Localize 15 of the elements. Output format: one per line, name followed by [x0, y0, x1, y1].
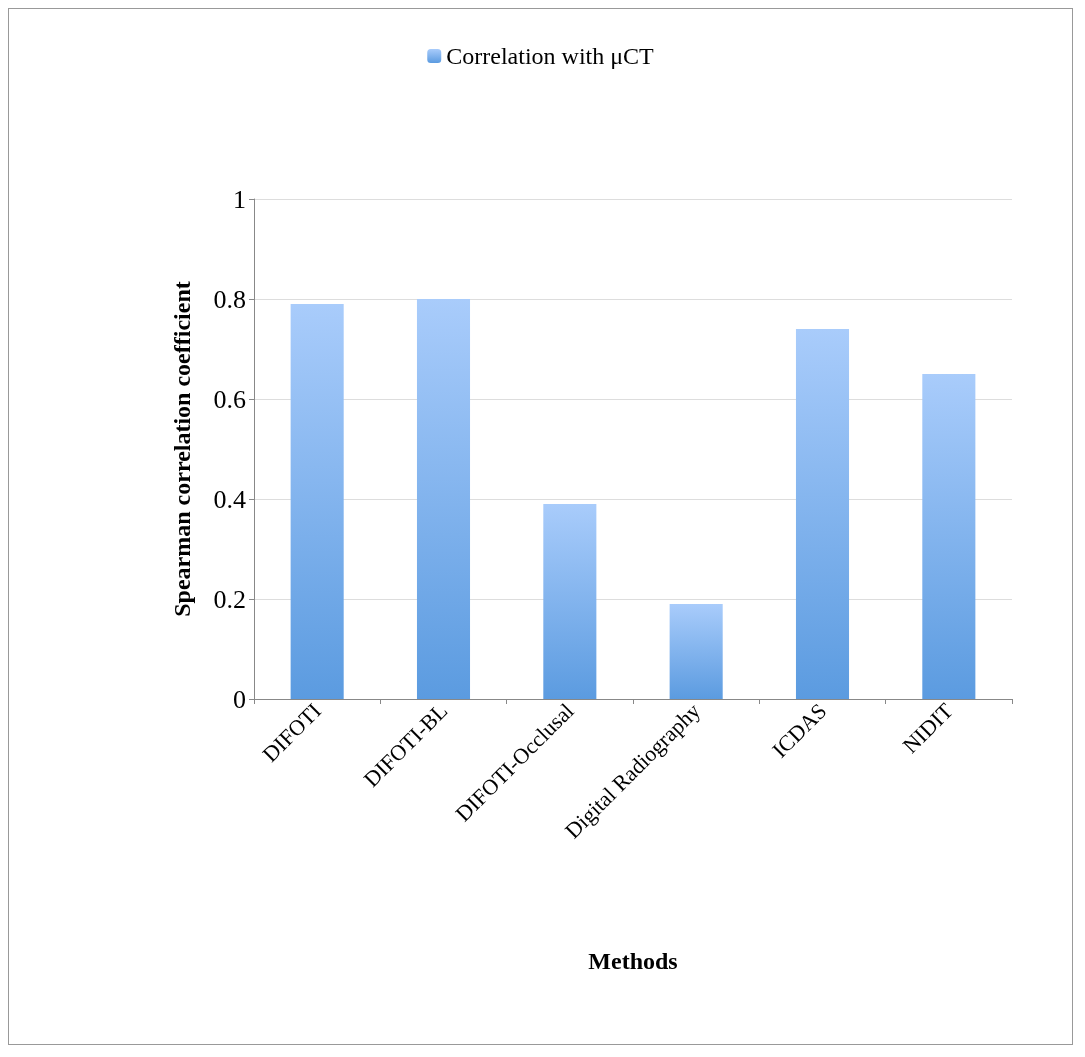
y-axis-title: Spearman correlation coefficient: [169, 281, 195, 617]
y-tick-label: 0.6: [213, 384, 246, 414]
bar: [922, 374, 976, 699]
bar: [290, 304, 344, 699]
bar: [416, 299, 471, 699]
y-tick-label: 0.4: [213, 484, 246, 514]
y-tick-label: 0: [233, 684, 246, 714]
legend-label: Correlation with μCT: [446, 43, 655, 69]
y-tick-label: 0.8: [213, 284, 246, 314]
x-axis-title: Methods: [588, 948, 678, 974]
bar: [669, 604, 723, 699]
bar: [795, 329, 850, 699]
y-tick-label: 0.2: [213, 584, 246, 614]
bar: [543, 504, 597, 699]
y-tick-label: 1: [233, 184, 246, 214]
